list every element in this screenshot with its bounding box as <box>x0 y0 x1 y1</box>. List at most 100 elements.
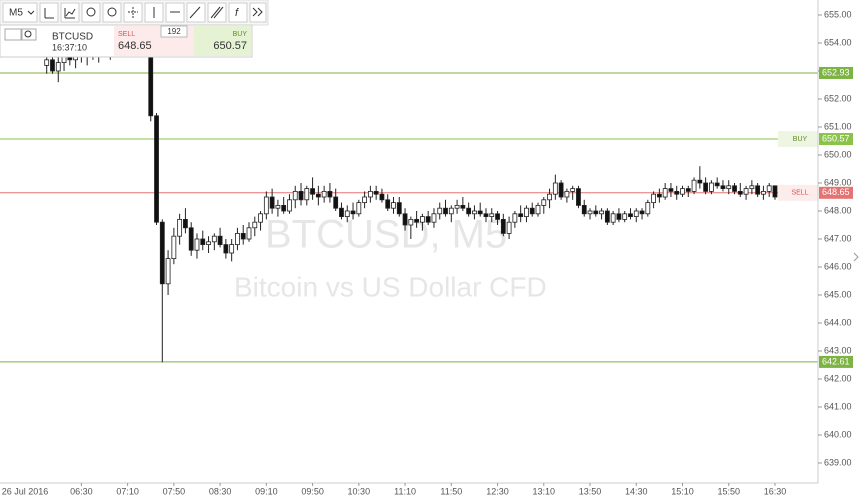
candle-body <box>292 190 298 201</box>
x-tick-label: 15:50 <box>717 486 740 496</box>
buy-tag: BUY <box>793 136 808 143</box>
candle-body <box>217 235 223 245</box>
candle-body <box>703 182 709 192</box>
level-tag-label: 652.93 <box>822 67 850 77</box>
candle-body <box>50 59 55 72</box>
toolbar: M5 f <box>0 0 269 26</box>
candle-body <box>587 210 593 215</box>
candle-body <box>44 59 50 66</box>
pin-button[interactable] <box>4 28 22 41</box>
candle-body <box>645 202 651 215</box>
candle-body <box>344 210 350 217</box>
candle-body <box>414 218 420 223</box>
timeframe-button[interactable] <box>2 2 38 23</box>
icon <box>44 8 54 19</box>
y-tick-label: 640.00 <box>824 429 852 439</box>
candle-body <box>287 199 292 212</box>
y-tick-label: 639.00 <box>824 457 852 467</box>
tool-button[interactable] <box>228 2 248 23</box>
buy-tag-bg <box>778 131 818 148</box>
candle-body <box>668 188 674 192</box>
x-tick-label: 10:30 <box>348 486 371 496</box>
candle-body <box>310 188 315 195</box>
level-tag-label: 642.61 <box>822 356 850 366</box>
icon <box>107 7 117 17</box>
candle-body <box>402 213 408 226</box>
candle-body <box>373 190 379 195</box>
candle-body <box>396 202 402 215</box>
search-button[interactable] <box>21 28 37 41</box>
y-tick-label: 644.00 <box>824 317 852 327</box>
candle-body <box>304 188 310 201</box>
candle-body <box>443 207 448 215</box>
candle-body <box>755 185 761 195</box>
function-icon: f <box>235 7 239 19</box>
candle-body <box>599 210 604 215</box>
candle-body <box>188 227 194 251</box>
sell-price-label: 648.65 <box>822 187 850 197</box>
buy-label[interactable]: BUY <box>233 31 248 38</box>
scroll-arrow[interactable] <box>853 252 859 262</box>
tool-button[interactable] <box>249 2 267 23</box>
icon <box>128 7 138 18</box>
candle-body <box>651 193 656 203</box>
price-axis-bg <box>818 0 860 499</box>
candle-body <box>229 244 235 254</box>
candle-body <box>437 207 443 215</box>
candle-body <box>61 56 67 63</box>
candle-body <box>258 213 263 223</box>
buy-box[interactable] <box>194 26 251 56</box>
candle-body <box>472 210 477 215</box>
candle-body <box>391 202 396 209</box>
sell-tag-bg <box>778 184 818 201</box>
level-tag <box>819 355 853 368</box>
candle-body <box>183 218 188 229</box>
y-tick-label: 655.00 <box>824 9 852 19</box>
candle-body <box>425 216 431 223</box>
tool-button[interactable] <box>39 2 59 23</box>
candle-body <box>616 213 622 220</box>
buy-price[interactable]: 650.57 <box>213 40 247 52</box>
sell-tag: SELL <box>791 190 808 197</box>
plot: BUY SELL <box>0 29 818 363</box>
candle-body <box>165 258 171 285</box>
candle-body <box>743 188 749 195</box>
candle-body <box>720 185 726 190</box>
x-tick-label: 07:10 <box>116 486 139 496</box>
symbol: BTCUSD <box>52 32 93 43</box>
candle-body <box>356 202 362 215</box>
x-tick-label: 16:30 <box>764 486 787 496</box>
sell-price[interactable]: 648.65 <box>118 40 152 52</box>
candle-body <box>674 190 680 195</box>
candle-body <box>171 235 177 259</box>
tool-button[interactable] <box>81 2 101 23</box>
candle-body <box>512 213 518 223</box>
candle-body <box>489 213 495 218</box>
timeframe-label[interactable]: M5 <box>9 8 23 19</box>
candle-body <box>558 182 564 198</box>
buy-price-tag <box>819 133 853 146</box>
sell-label[interactable]: SELL <box>118 31 135 38</box>
tool-button[interactable] <box>207 2 227 23</box>
candle-body <box>339 207 344 217</box>
x-tick-label: 08:30 <box>209 486 232 496</box>
tool-button[interactable] <box>186 2 206 23</box>
candle-body <box>431 213 437 223</box>
candle-body <box>495 213 500 220</box>
y-tick-label: 649.00 <box>824 177 852 187</box>
candle-body <box>685 188 691 192</box>
candle-body <box>466 207 472 215</box>
candle-body <box>454 204 460 209</box>
candle-body <box>662 188 668 198</box>
candle-body <box>298 190 304 201</box>
dropdown-icon <box>27 10 35 15</box>
candle-body <box>766 185 772 192</box>
candle-body <box>477 210 483 215</box>
candle-body <box>263 196 269 215</box>
x-tick-label: 11:50 <box>440 486 462 496</box>
candle-body <box>362 196 368 203</box>
y-tick-label: 642.00 <box>824 373 852 383</box>
tool-button[interactable] <box>102 2 122 23</box>
candle-body <box>211 235 217 243</box>
